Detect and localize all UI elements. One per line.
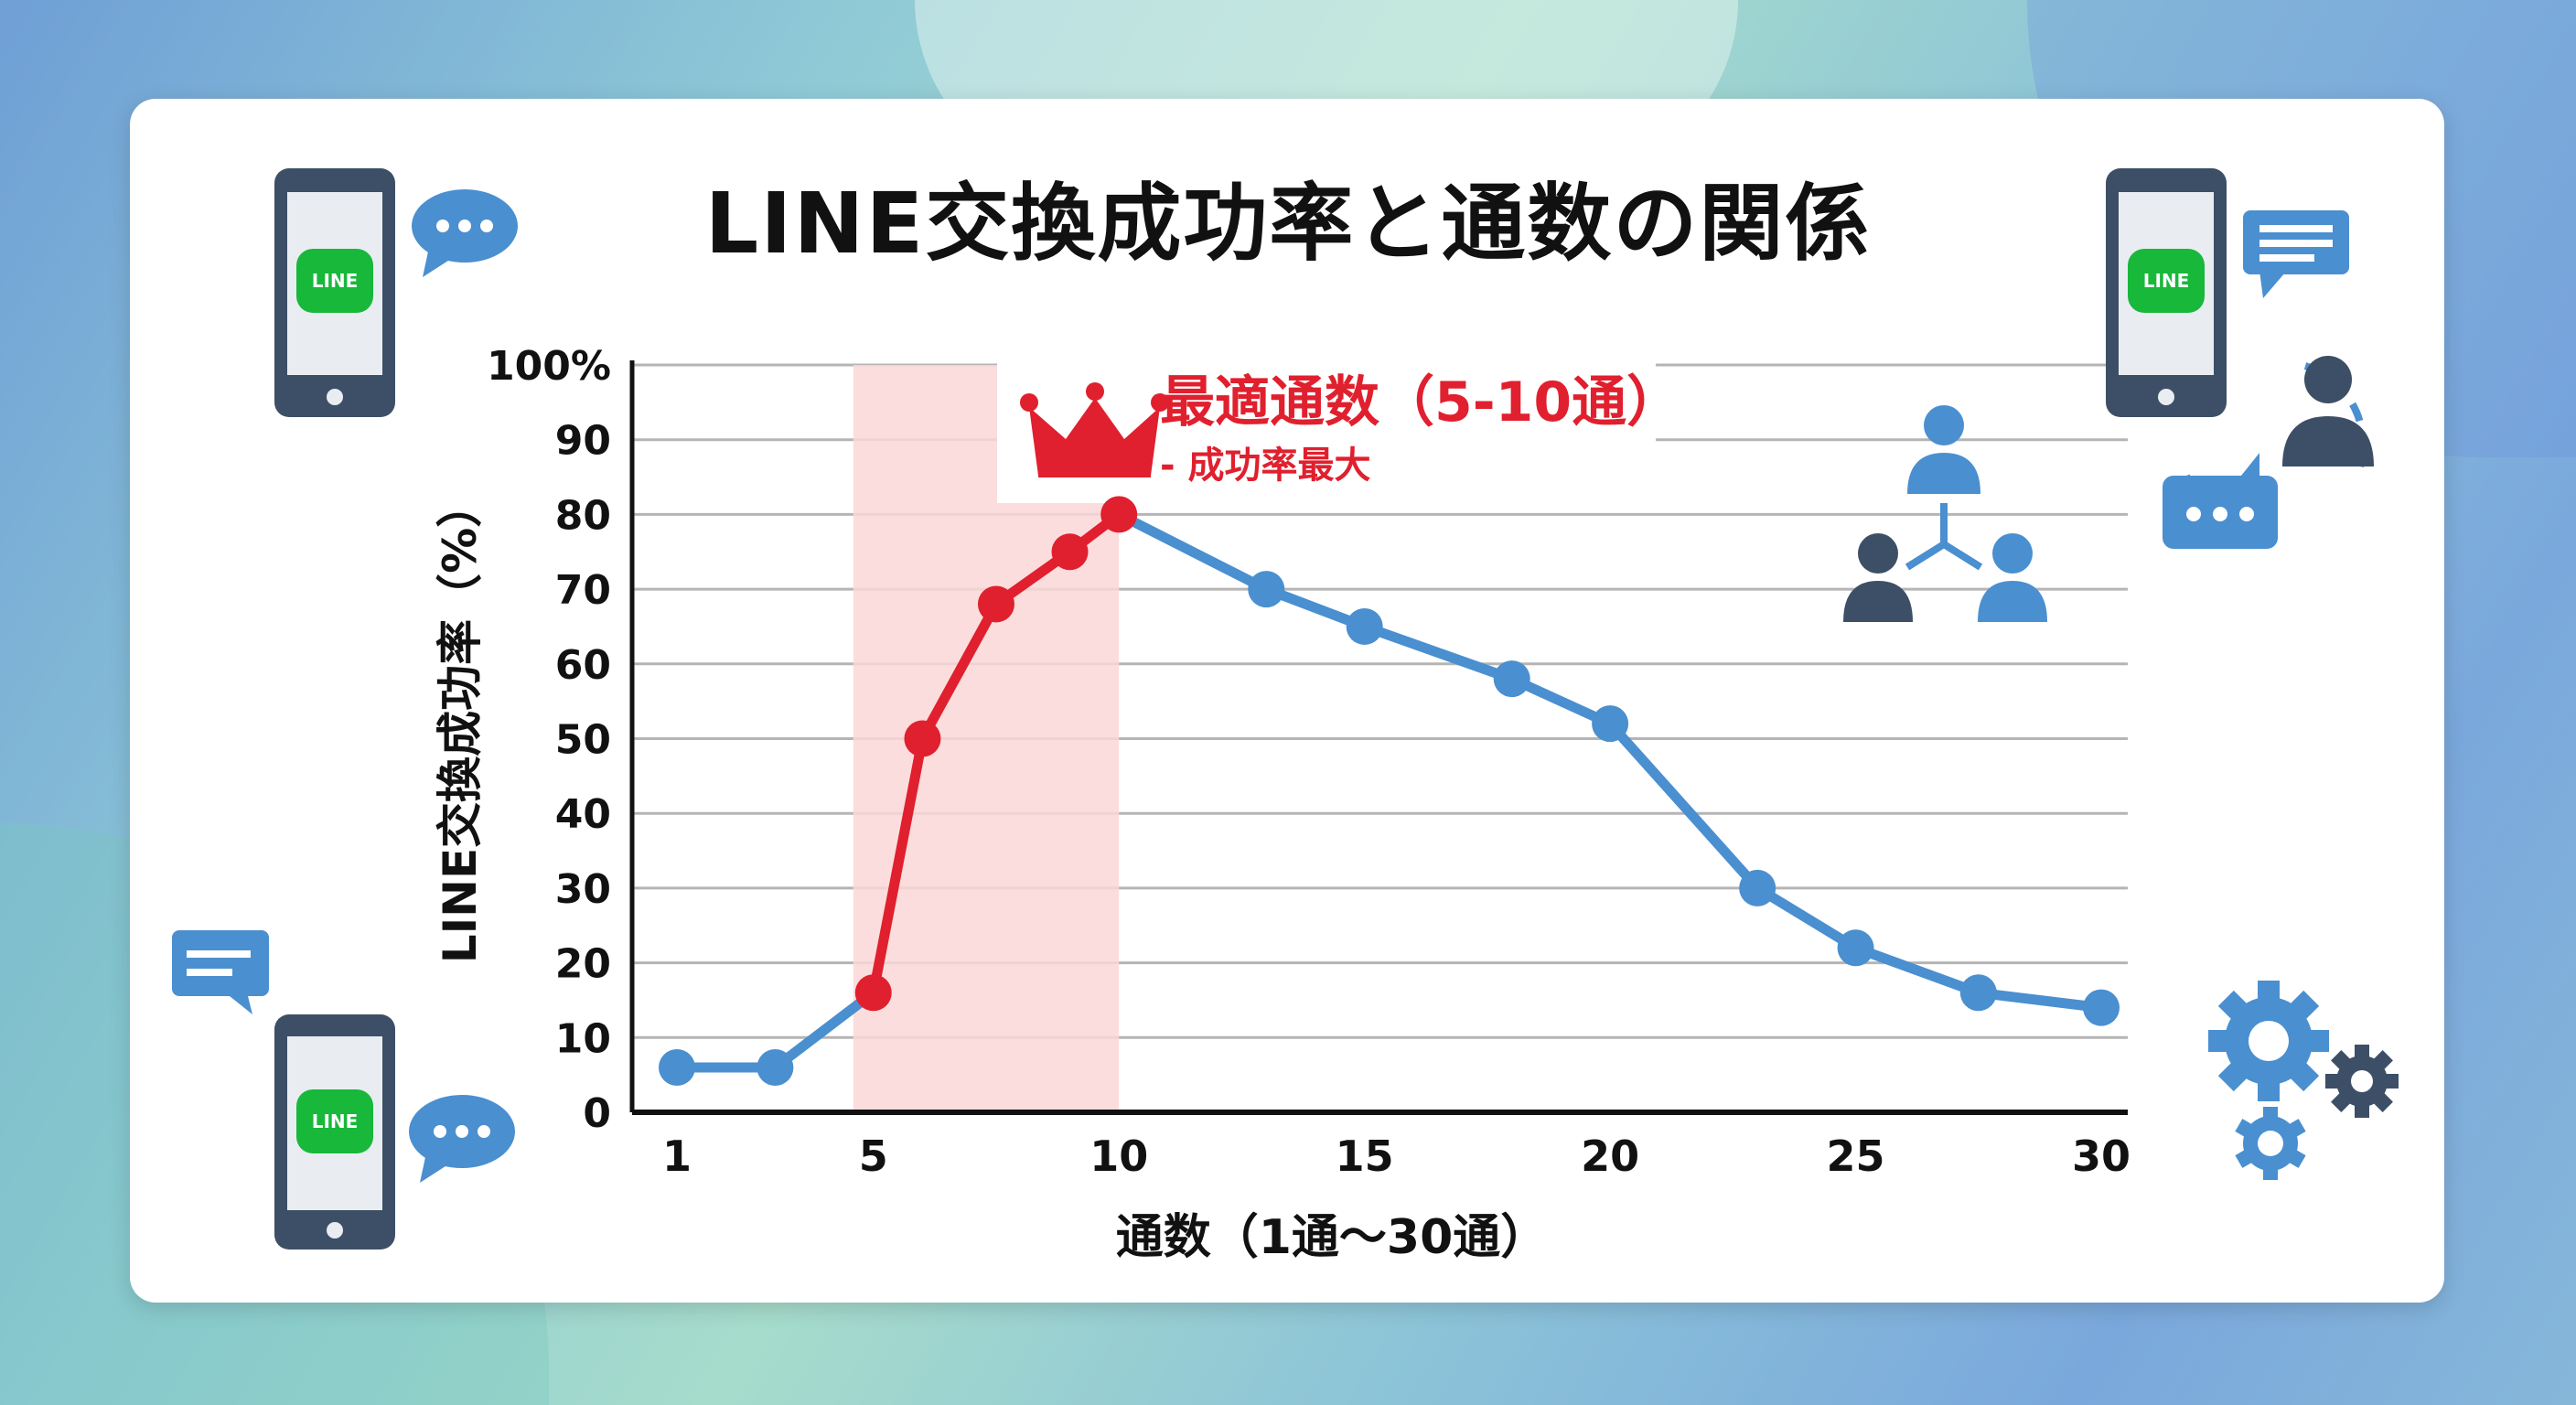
y-tick-label: 80: [555, 492, 611, 539]
y-tick-label: 20: [555, 941, 611, 988]
crown-icon-jewel: [1086, 382, 1104, 401]
data-point: [757, 1048, 794, 1086]
data-point: [904, 720, 941, 757]
data-point: [1837, 929, 1874, 967]
y-tick-label: 0: [583, 1090, 611, 1137]
speech-bubble-dots-icon: [412, 189, 518, 277]
highlight-label: 最適通数（5-10通）: [1160, 370, 1681, 434]
y-tick-label: 10: [555, 1015, 611, 1062]
x-tick-label: 15: [1336, 1132, 1394, 1181]
data-point: [1346, 607, 1383, 645]
data-point: [1959, 974, 1997, 1012]
line-logo-text: LINE: [312, 1110, 359, 1132]
y-tick-label: 50: [555, 717, 611, 764]
x-tick-label: 20: [1581, 1132, 1639, 1181]
speech-bubble-lines-icon: [172, 930, 269, 1014]
line-logo-text: LINE: [2143, 270, 2190, 292]
y-tick-label: 60: [555, 642, 611, 689]
x-axis-title: 通数（1通〜30通）: [1116, 1210, 1549, 1265]
people-network-icon: [2163, 356, 2374, 549]
data-point: [1592, 705, 1629, 743]
data-point: [2083, 989, 2120, 1026]
speech-bubble-lines-icon: [2243, 210, 2349, 298]
data-point: [659, 1048, 695, 1086]
data-point: [854, 974, 892, 1012]
speech-bubble-dots-icon: [409, 1095, 515, 1183]
y-tick-label: 30: [555, 866, 611, 913]
x-tick-label: 10: [1089, 1132, 1148, 1181]
highlight-sublabel: - 成功率最大: [1160, 445, 1371, 487]
smartphone-line-icon: LINE: [2106, 168, 2227, 417]
data-point: [1051, 533, 1089, 571]
smartphone-line-icon: LINE: [274, 168, 395, 417]
gear-icon: [2208, 981, 2399, 1180]
y-tick-label: 100%: [487, 343, 611, 390]
crown-icon: [1029, 398, 1160, 476]
y-tick-label: 40: [555, 791, 611, 838]
x-tick-label: 30: [2072, 1132, 2131, 1181]
line-logo-text: LINE: [312, 270, 359, 292]
crown-icon-base: [1038, 465, 1151, 477]
chart-title: LINE交換成功率と通数の関係: [704, 175, 1872, 273]
crown-icon-jewel: [1020, 393, 1038, 412]
data-point: [1739, 869, 1776, 906]
x-tick-label: 1: [662, 1132, 692, 1181]
y-tick-label: 90: [555, 418, 611, 465]
data-point: [1100, 496, 1138, 533]
x-tick-label: 5: [859, 1132, 888, 1181]
data-point: [977, 585, 1014, 623]
y-tick-label: 70: [555, 567, 611, 614]
people-network-icon: [1843, 405, 2047, 622]
data-point: [1248, 571, 1285, 608]
x-tick-label: 25: [1827, 1132, 1885, 1181]
data-point: [1493, 660, 1530, 698]
chart-card: [130, 99, 2444, 1303]
y-axis-title: LINE交換成功率（%）: [434, 482, 487, 964]
smartphone-line-icon: LINE: [274, 1014, 395, 1249]
crown-icon-jewel: [1151, 393, 1169, 412]
